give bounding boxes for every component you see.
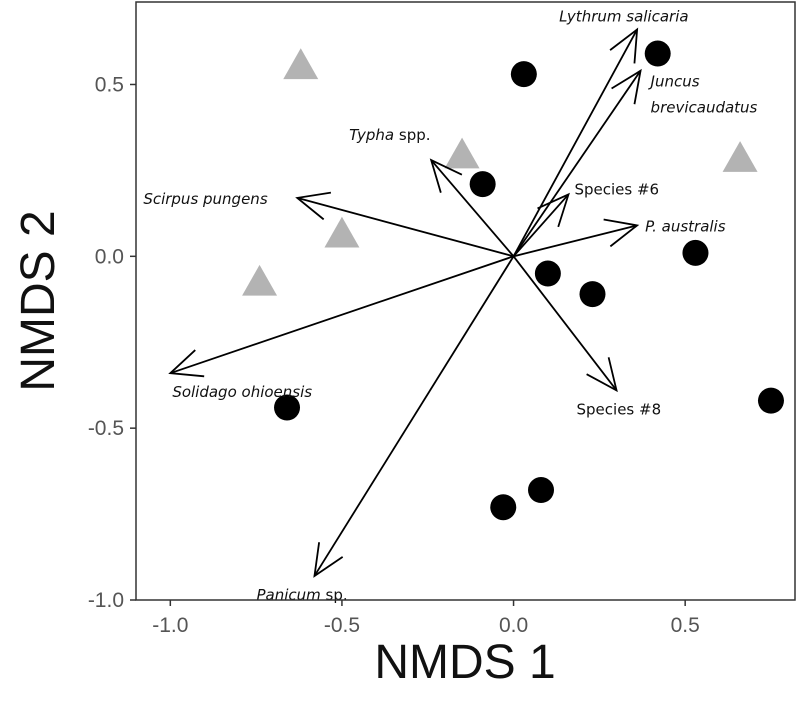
- y-tick-label: 0.0: [95, 245, 124, 268]
- x-axis-title: NMDS 1: [374, 636, 555, 689]
- vector-label: P. australis: [645, 217, 726, 235]
- vector-label: Typha spp.: [349, 126, 430, 144]
- site-point-circle: [534, 260, 561, 287]
- vector-label-italic: Typha: [349, 126, 394, 144]
- site-point-circle: [510, 61, 537, 88]
- vector-label: Species #8: [577, 400, 662, 418]
- species-vector: [170, 255, 514, 375]
- vectors-layer: [168, 27, 642, 578]
- vector-label-italic: Solidago ohioensis: [172, 383, 312, 401]
- plot-frame: [135, 1, 796, 601]
- site-point-triangle: [242, 264, 278, 296]
- vector-label: Juncus: [648, 73, 700, 91]
- plot-background: [136, 2, 795, 600]
- vector-label-plain: Species #6: [574, 180, 659, 198]
- vector-label-italic: Panicum: [256, 586, 320, 604]
- y-tick-label: 0.5: [95, 73, 124, 96]
- vector-labels-layer: Lythrum salicaria Juncus brevicaudatus Typh…: [143, 7, 757, 603]
- x-axis: -1.0 -0.5 0.0 0.5: [152, 600, 700, 637]
- points-layer: [242, 40, 784, 521]
- x-tick-label: -0.5: [324, 614, 360, 637]
- species-vector: [313, 255, 515, 577]
- x-tick-label: 0.5: [671, 614, 700, 637]
- species-vector: [297, 197, 514, 258]
- vector-label: Species #6: [574, 180, 659, 198]
- site-point-circle: [490, 494, 517, 521]
- species-vector: [513, 224, 638, 258]
- x-tick-label: -1.0: [152, 614, 188, 637]
- site-point-triangle: [324, 216, 360, 248]
- y-axis-title: NMDS 2: [12, 210, 65, 391]
- site-point-circle: [528, 477, 555, 504]
- species-vector-arrowhead: [313, 542, 344, 578]
- y-axis: -1.0 -0.5 0.0 0.5: [88, 73, 136, 612]
- species-vector: [512, 70, 642, 257]
- species-vector: [512, 255, 618, 391]
- vector-label-plain: sp.: [321, 586, 348, 604]
- species-vector: [512, 193, 570, 257]
- vector-label-italic: Scirpus pungens: [143, 190, 268, 208]
- y-tick-label: -1.0: [88, 589, 124, 612]
- species-vector-arrowhead: [611, 68, 642, 105]
- site-point-circle: [274, 394, 301, 421]
- site-point-circle: [757, 387, 784, 414]
- site-point-circle: [682, 239, 709, 266]
- site-point-triangle: [283, 48, 319, 80]
- site-point-triangle: [722, 141, 758, 172]
- site-point-circle: [579, 281, 606, 308]
- y-tick-label: -0.5: [88, 417, 124, 440]
- vector-label-italic: Lythrum salicaria: [559, 7, 688, 25]
- x-tick-label: 0.0: [499, 614, 528, 637]
- species-vector-arrowhead: [586, 357, 618, 393]
- vector-label-italic: Juncus: [648, 73, 700, 91]
- species-vector: [430, 159, 515, 257]
- vector-label: Lythrum salicaria: [559, 7, 688, 25]
- species-vector-arrowhead: [603, 218, 640, 248]
- site-point-circle: [644, 40, 671, 67]
- species-vector-arrowhead: [168, 349, 205, 378]
- site-point-circle: [469, 171, 496, 198]
- vector-label-plain: Species #8: [577, 400, 662, 418]
- vector-label-line2: brevicaudatus: [651, 99, 758, 117]
- species-vector-arrowhead: [609, 27, 639, 64]
- vector-label-plain: spp.: [394, 126, 430, 144]
- vector-label: Solidago ohioensis: [172, 383, 312, 401]
- species-vector: [512, 29, 638, 257]
- species-vector-arrowhead: [429, 158, 463, 193]
- vector-label: Panicum sp.: [256, 586, 347, 604]
- vector-label: Scirpus pungens: [143, 190, 268, 208]
- site-point-triangle: [444, 137, 480, 169]
- species-vector-arrowhead: [537, 192, 570, 228]
- vector-label-italic: P. australis: [645, 217, 726, 235]
- species-vector-arrowhead: [295, 191, 332, 221]
